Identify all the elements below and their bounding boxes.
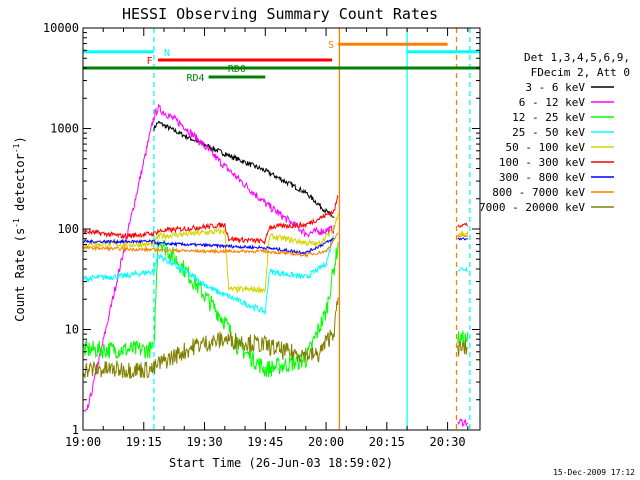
series-late-segment-5 <box>457 230 469 237</box>
series-line-1 <box>153 120 335 218</box>
series-line-5 <box>83 213 339 294</box>
series-late-segment-7 <box>457 237 468 241</box>
series-line-7 <box>83 237 335 256</box>
y-tick-label-3: 100 <box>57 222 79 236</box>
legend-label-5: 50 - 100 keV <box>506 141 586 154</box>
x-tick-label-5: 20:00 <box>308 435 344 449</box>
y-tick-label-1: 1 <box>72 423 79 437</box>
legend-header-2: FDecim 2, Att 0 <box>531 66 630 79</box>
x-tick-label-7: 20:30 <box>430 435 466 449</box>
x-tick-label-3: 19:30 <box>186 435 222 449</box>
y-tick-label-2: 10 <box>65 323 79 337</box>
y-axis-label: Count Rate (s-1 detector-1) <box>12 136 27 321</box>
annotation-label-rd0: RD0 <box>228 64 246 75</box>
x-tick-label-2: 19:15 <box>126 435 162 449</box>
series-line-8 <box>83 232 339 258</box>
y-tick-label-5: 10000 <box>43 21 79 35</box>
series-line-3 <box>83 239 339 378</box>
annotation-label-s: S <box>328 40 334 51</box>
series-late-segment-2 <box>457 418 469 428</box>
legend-header-1: Det 1,3,4,5,6,9, <box>524 51 630 64</box>
legend-label-3: 12 - 25 keV <box>512 111 585 124</box>
annotation-label-f: F <box>147 56 153 67</box>
series-line-4 <box>83 235 335 316</box>
series-late-segment-6 <box>457 222 468 228</box>
legend-label-7: 300 - 800 keV <box>499 171 585 184</box>
x-tick-label-4: 19:45 <box>247 435 283 449</box>
series-late-segment-9 <box>457 339 468 357</box>
timestamp: 15-Dec-2009 17:12 <box>553 468 635 477</box>
legend: Det 1,3,4,5,6,9, FDecim 2, Att 0 <box>524 51 630 79</box>
series-late-segment-4 <box>457 266 468 273</box>
legend-label-4: 25 - 50 keV <box>512 126 585 139</box>
annotation-label-n: N <box>164 48 170 59</box>
x-axis-label: Start Time (26-Jun-03 18:59:02) <box>169 456 393 470</box>
chart-title: HESSI Observing Summary Count Rates <box>122 5 438 23</box>
annotation-label-rd4: RD4 <box>186 73 204 84</box>
y-tick-label-4: 1000 <box>50 122 79 136</box>
legend-label-8: 800 - 7000 keV <box>492 186 585 199</box>
legend-label-9: 7000 - 20000 keV <box>479 201 585 214</box>
legend-label-6: 100 - 300 keV <box>499 156 585 169</box>
series-late-segment-8 <box>457 234 469 238</box>
legend-label-2: 6 - 12 keV <box>519 96 586 109</box>
x-tick-label-1: 19:00 <box>65 435 101 449</box>
series-line-9 <box>83 297 339 379</box>
x-tick-label-6: 20:15 <box>369 435 405 449</box>
series-line-6 <box>83 195 339 246</box>
legend-label-1: 3 - 6 keV <box>525 81 585 94</box>
